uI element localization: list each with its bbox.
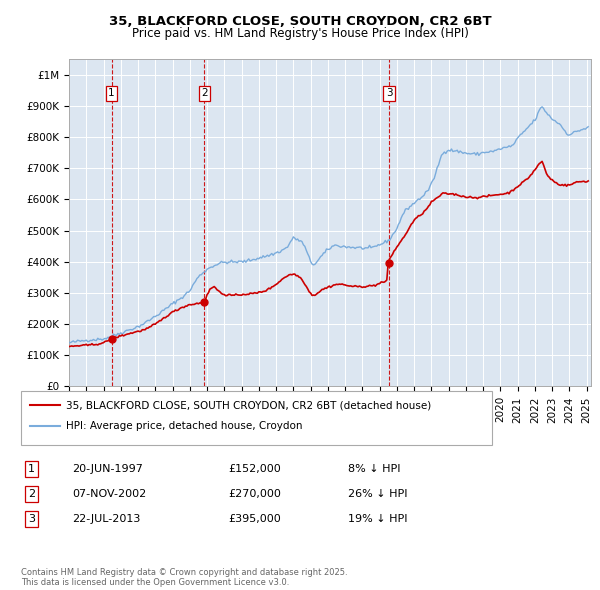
- Text: 8% ↓ HPI: 8% ↓ HPI: [348, 464, 401, 474]
- Text: HPI: Average price, detached house, Croydon: HPI: Average price, detached house, Croy…: [66, 421, 302, 431]
- Text: 22-JUL-2013: 22-JUL-2013: [72, 514, 140, 524]
- Text: Contains HM Land Registry data © Crown copyright and database right 2025.
This d: Contains HM Land Registry data © Crown c…: [21, 568, 347, 587]
- Text: 07-NOV-2002: 07-NOV-2002: [72, 489, 146, 499]
- Text: 1: 1: [28, 464, 35, 474]
- Text: £270,000: £270,000: [228, 489, 281, 499]
- Text: 3: 3: [386, 88, 392, 99]
- Text: 19% ↓ HPI: 19% ↓ HPI: [348, 514, 407, 524]
- Text: 2: 2: [28, 489, 35, 499]
- Text: £395,000: £395,000: [228, 514, 281, 524]
- Text: 35, BLACKFORD CLOSE, SOUTH CROYDON, CR2 6BT: 35, BLACKFORD CLOSE, SOUTH CROYDON, CR2 …: [109, 15, 491, 28]
- Text: 2: 2: [201, 88, 208, 99]
- Text: Price paid vs. HM Land Registry's House Price Index (HPI): Price paid vs. HM Land Registry's House …: [131, 27, 469, 40]
- Text: 3: 3: [28, 514, 35, 524]
- Text: 35, BLACKFORD CLOSE, SOUTH CROYDON, CR2 6BT (detached house): 35, BLACKFORD CLOSE, SOUTH CROYDON, CR2 …: [66, 401, 431, 410]
- Text: £152,000: £152,000: [228, 464, 281, 474]
- Text: 1: 1: [108, 88, 115, 99]
- Text: 26% ↓ HPI: 26% ↓ HPI: [348, 489, 407, 499]
- Text: 20-JUN-1997: 20-JUN-1997: [72, 464, 143, 474]
